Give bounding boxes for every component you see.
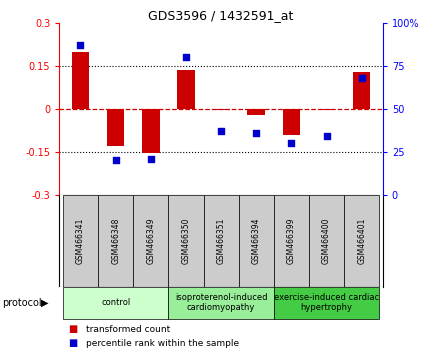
Text: GSM466394: GSM466394 <box>252 217 261 264</box>
Text: ▶: ▶ <box>40 298 48 308</box>
Bar <box>213 109 230 110</box>
Point <box>77 42 84 48</box>
Bar <box>98 195 133 287</box>
Bar <box>318 109 335 110</box>
Bar <box>169 287 274 319</box>
Bar <box>238 195 274 287</box>
Bar <box>353 72 370 109</box>
Bar <box>344 195 379 287</box>
Text: GSM466348: GSM466348 <box>111 217 120 264</box>
Text: percentile rank within the sample: percentile rank within the sample <box>86 339 239 348</box>
Text: GSM466400: GSM466400 <box>322 217 331 264</box>
Text: ■: ■ <box>68 324 77 334</box>
Bar <box>274 195 309 287</box>
Bar <box>63 195 98 287</box>
Text: ■: ■ <box>68 338 77 348</box>
Point <box>218 129 225 134</box>
Text: transformed count: transformed count <box>86 325 170 334</box>
Text: GSM466349: GSM466349 <box>146 217 155 264</box>
Bar <box>72 52 89 109</box>
Bar <box>282 109 300 135</box>
Text: control: control <box>101 298 130 307</box>
Point <box>183 55 190 60</box>
Point <box>288 140 295 146</box>
Bar <box>169 195 204 287</box>
Bar <box>309 195 344 287</box>
Point <box>358 75 365 81</box>
Bar <box>204 195 238 287</box>
Text: GSM466341: GSM466341 <box>76 217 85 264</box>
Point <box>323 133 330 139</box>
Bar <box>142 109 160 153</box>
Text: exercise-induced cardiac
hypertrophy: exercise-induced cardiac hypertrophy <box>274 293 379 312</box>
Bar <box>133 195 169 287</box>
Text: isoproterenol-induced
cardiomyopathy: isoproterenol-induced cardiomyopathy <box>175 293 268 312</box>
Bar <box>274 287 379 319</box>
Bar <box>107 109 125 146</box>
Bar <box>177 70 195 109</box>
Text: GSM466401: GSM466401 <box>357 217 366 264</box>
Point <box>112 158 119 163</box>
Text: GSM466351: GSM466351 <box>216 217 226 264</box>
Text: GSM466399: GSM466399 <box>287 217 296 264</box>
Bar <box>247 109 265 115</box>
Point <box>253 130 260 136</box>
Text: GSM466350: GSM466350 <box>181 217 191 264</box>
Text: protocol: protocol <box>2 298 42 308</box>
Bar <box>63 287 169 319</box>
Title: GDS3596 / 1432591_at: GDS3596 / 1432591_at <box>148 9 294 22</box>
Point <box>147 156 154 161</box>
